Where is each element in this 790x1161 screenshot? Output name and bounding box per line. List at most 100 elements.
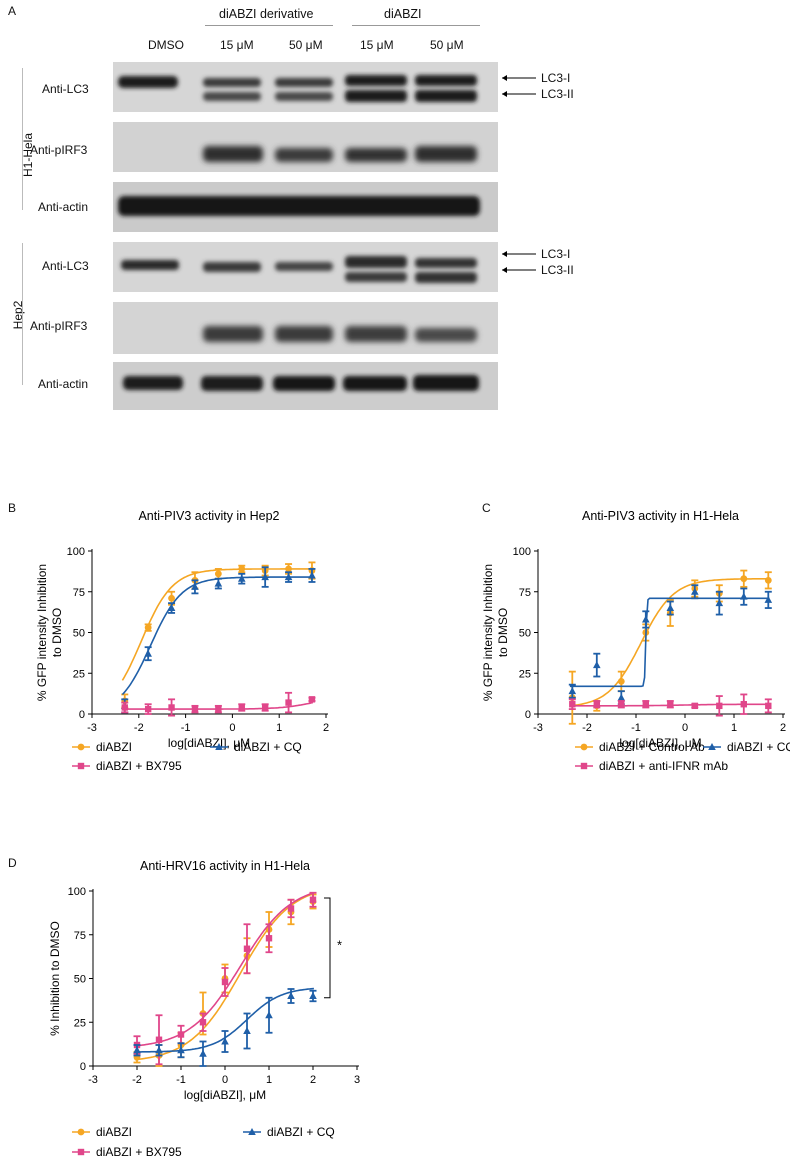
legend-marker — [77, 1128, 85, 1136]
y-tick-label: 100 — [67, 546, 85, 558]
cell-line-bracket-h1hela — [22, 68, 23, 210]
y-tick-label: 75 — [74, 930, 86, 942]
data-point — [284, 573, 293, 581]
y-axis-label: % Inhibition to DMSO — [48, 921, 62, 1036]
legend-label: diABZI — [96, 740, 132, 754]
x-axis-label: log[diABZI], μM — [619, 736, 701, 750]
data-point — [261, 704, 269, 711]
legend-marker — [248, 1128, 256, 1135]
data-point — [237, 574, 246, 582]
data-point — [617, 693, 626, 701]
y-tick-label: 25 — [73, 668, 85, 680]
data-point — [221, 978, 229, 986]
legend-item: diABZI + anti-IFNR mAb — [575, 759, 728, 773]
lane-label-diabzi-50: 50 μM — [430, 38, 464, 52]
legend-marker — [708, 743, 716, 750]
panel-letter-b: B — [8, 501, 17, 515]
data-point — [191, 582, 199, 590]
legend-item: diABZI — [72, 740, 132, 754]
data-point — [593, 661, 601, 669]
chart-title: Anti-HRV16 activity in H1-Hela — [140, 859, 310, 873]
data-point — [764, 576, 772, 584]
legend-marker — [77, 762, 85, 770]
blot-h1-pirf3 — [113, 122, 498, 172]
legend-label: diABZI + CQ — [267, 1125, 335, 1139]
lc3-ii-label-hep2: LC3-II — [541, 263, 574, 277]
data-point — [617, 678, 625, 685]
panel-letter-c: C — [482, 501, 491, 515]
data-point — [121, 704, 128, 711]
blot-hep2-pirf3 — [113, 302, 498, 354]
y-tick-label: 75 — [519, 587, 531, 599]
legend-item: diABZI + BX795 — [72, 1145, 182, 1159]
data-point — [265, 1011, 273, 1019]
series-diabzi-bx795 — [121, 691, 316, 717]
lane-label-deriv-50: 50 μM — [289, 38, 323, 52]
legend-label: diABZI + CQ — [727, 740, 790, 754]
y-tick-label: 75 — [73, 587, 85, 599]
x-tick-label: 2 — [780, 722, 786, 734]
data-point — [144, 705, 152, 713]
x-tick-label: -1 — [176, 1074, 186, 1086]
lc3-ii-label-h1: LC3-II — [541, 87, 574, 101]
x-tick-label: 2 — [310, 1074, 316, 1086]
western-blot-images — [113, 62, 498, 410]
data-point — [243, 1027, 251, 1034]
legend-item: diABZI — [72, 1125, 132, 1139]
fit-curve — [569, 597, 770, 688]
lc3-arrows — [502, 75, 536, 273]
data-point — [144, 624, 152, 632]
data-point — [191, 705, 199, 713]
chart-title: Anti-PIV3 activity in H1-Hela — [582, 509, 739, 523]
legend-marker — [77, 1148, 85, 1156]
x-tick-label: 1 — [266, 1074, 272, 1086]
data-point — [568, 687, 577, 695]
y-tick-label: 100 — [513, 546, 531, 558]
legend-item: diABZI + BX795 — [72, 759, 182, 773]
x-tick-label: -2 — [132, 1074, 142, 1086]
data-point — [309, 896, 317, 903]
row-label-actin-h1: Anti-actin — [38, 200, 89, 214]
blot-h1-actin — [113, 182, 498, 232]
data-point — [764, 595, 773, 603]
row-label-actin-hep2: Anti-actin — [38, 377, 89, 391]
blot-hep2-lc3 — [113, 242, 498, 292]
x-tick-label: -2 — [134, 722, 144, 734]
legend-marker — [215, 743, 223, 750]
legend-item: diABZI + CQ — [703, 740, 790, 754]
x-tick-label: 0 — [229, 722, 235, 734]
lane-label-deriv-15: 15 μM — [220, 38, 254, 52]
data-point — [309, 992, 317, 999]
significance-star: * — [337, 937, 342, 952]
y-tick-label: 50 — [74, 974, 86, 986]
fit-curve — [121, 576, 313, 696]
data-point — [199, 1049, 207, 1057]
x-tick-label: 1 — [731, 722, 737, 734]
legend-label: diABZI + Control Ab — [599, 740, 705, 754]
data-point — [740, 575, 748, 583]
data-point — [144, 649, 152, 657]
data-point — [243, 945, 251, 952]
data-point — [287, 992, 295, 999]
legend-item: diABZI + Control Ab — [575, 740, 705, 754]
x-tick-label: 1 — [276, 722, 282, 734]
x-tick-label: 2 — [323, 722, 329, 734]
x-tick-label: -3 — [87, 722, 97, 734]
data-point — [308, 571, 316, 579]
group-label-derivative: diABZI derivative — [219, 7, 314, 21]
data-point — [155, 1036, 163, 1043]
data-point — [765, 702, 772, 710]
data-point — [285, 699, 292, 706]
data-point — [691, 587, 699, 595]
group-label-diabzi: diABZI — [384, 7, 422, 21]
x-tick-label: -3 — [533, 722, 543, 734]
data-point — [155, 1046, 163, 1054]
data-point — [261, 573, 269, 581]
series-diabzi-cq — [568, 584, 773, 706]
data-point — [593, 701, 600, 708]
y-axis-label: % GFP intensity Inhibitionto DMSO — [35, 564, 64, 701]
row-label-pirf3-h1: Anti-pIRF3 — [30, 143, 88, 157]
y-tick-label: 25 — [74, 1017, 86, 1029]
legend-marker — [580, 743, 588, 751]
data-point — [221, 1037, 229, 1045]
